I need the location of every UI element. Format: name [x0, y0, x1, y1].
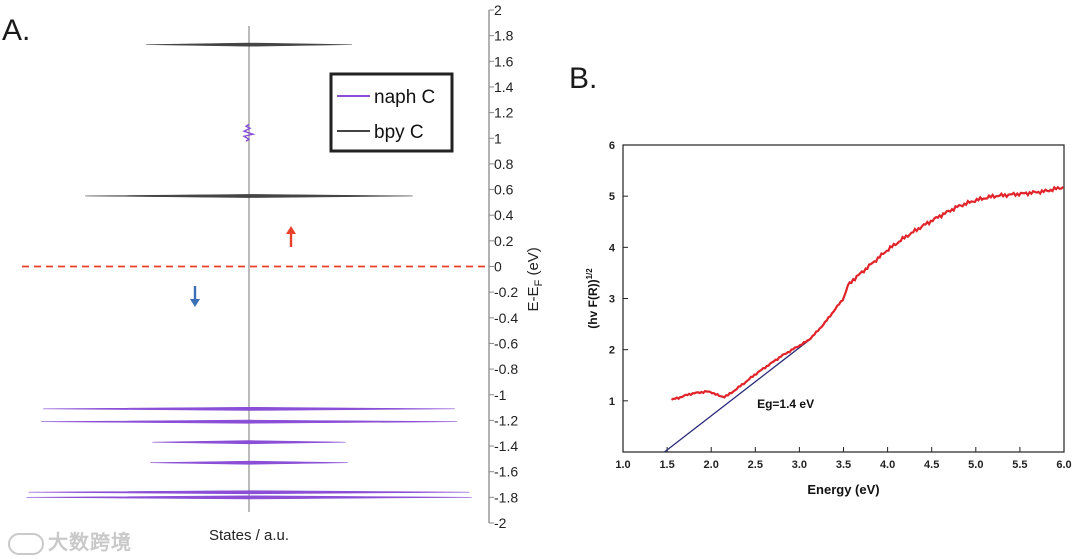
panel-a-ytick-label: -1	[494, 387, 507, 403]
watermark: 大数跨境	[8, 526, 132, 555]
panel-a-ytick-label: -1.2	[494, 412, 518, 428]
panel-b-ytick-label: 2	[609, 345, 615, 357]
panel-a-ytick-label: -0.4	[494, 310, 518, 326]
watermark-text: 大数跨境	[48, 530, 132, 554]
panel-a-xlabel: States / a.u.	[209, 527, 289, 544]
dos-peak-naph-c	[242, 123, 256, 142]
panel-a-ytick-label: -0.8	[494, 361, 518, 377]
panel-a-ytick-label: -1.6	[494, 464, 518, 480]
panel-b-xtick-label: 4.5	[924, 459, 939, 471]
spin-up-arrow-head	[286, 226, 296, 235]
dos-peak-bpy-c	[85, 194, 413, 198]
panel-b-xtick-label: 5.5	[1012, 459, 1027, 471]
panel-a-ytick-label: 0.4	[494, 207, 514, 223]
panel-a-ytick-label: -0.2	[494, 284, 518, 300]
panel-b-xlabel: Energy (eV)	[807, 482, 879, 497]
panel-a-ytick-label: 0.2	[494, 233, 514, 249]
panel-a-ytick-label: 0.6	[494, 182, 514, 198]
panel-a-ytick-label: 1.6	[494, 53, 514, 69]
legend-entry: bpy C	[374, 122, 424, 143]
dos-peak-naph-c	[152, 440, 346, 445]
bandgap-annotation: Eg=1.4 eV	[757, 397, 814, 411]
legend-entry: naph C	[374, 87, 435, 108]
panel-b-xtick-label: 5.0	[968, 459, 983, 471]
panel-a-ytick-label: -1.8	[494, 489, 518, 505]
dos-peak-naph-c	[150, 460, 348, 465]
watermark-logo-icon	[8, 532, 44, 555]
dos-peak-bpy-c	[146, 42, 352, 47]
panel-b-ytick-label: 3	[609, 294, 615, 306]
panel-b-xtick-label: 6.0	[1056, 459, 1071, 471]
panel-b-xtick-label: 3.0	[792, 459, 807, 471]
panel-b-xtick-label: 1.0	[615, 459, 630, 471]
panel-a-ytick-label: 1.4	[494, 79, 514, 95]
dos-peak-naph-c	[41, 419, 457, 424]
dos-peak-naph-c	[26, 495, 472, 500]
dos-peak-naph-c	[28, 490, 470, 495]
panel-a-ytick-label: 1.2	[494, 105, 514, 121]
panel-a-ytick-label: 0	[494, 259, 502, 275]
panel-a-ytick-label: 1.8	[494, 28, 514, 44]
panel-b-xtick-label: 2.0	[704, 459, 719, 471]
panel-b-xtick-label: 4.0	[880, 459, 895, 471]
panel-a-label: A.	[2, 14, 31, 47]
panel-a-ytick-label: -1.4	[494, 438, 518, 454]
panel-a-legend: naph C bpy C	[329, 72, 454, 153]
panel-a-ytick-label: 1	[494, 130, 502, 146]
panel-b-ylabel: (hv F(R))1/2	[585, 268, 600, 329]
panel-b-ytick-label: 5	[609, 191, 615, 203]
bandgap-tangent-line	[664, 338, 811, 453]
panel-a-ytick-label: -2	[494, 515, 507, 531]
panel-b-data-curve	[670, 185, 1064, 401]
panel-b-xtick-label: 2.5	[748, 459, 763, 471]
panel-b-ytick-label: 1	[609, 396, 615, 408]
legend-box	[329, 72, 454, 153]
panel-b-xtick-label: 3.5	[836, 459, 851, 471]
panel-a-ytick-label: 2	[494, 2, 502, 18]
panel-a-ylabel: E-EF (eV)	[525, 247, 545, 311]
spin-down-arrow-head	[190, 298, 200, 307]
panel-b-ytick-label: 6	[609, 140, 615, 152]
panel-b-xtick-label: 1.5	[659, 459, 674, 471]
panel-a-ytick-label: -0.6	[494, 335, 518, 351]
panel-a-ytick-label: 0.8	[494, 156, 514, 172]
panel-b-label: B.	[569, 62, 598, 95]
panel-b-ytick-label: 4	[609, 242, 616, 254]
dos-peak-naph-c	[43, 406, 455, 411]
